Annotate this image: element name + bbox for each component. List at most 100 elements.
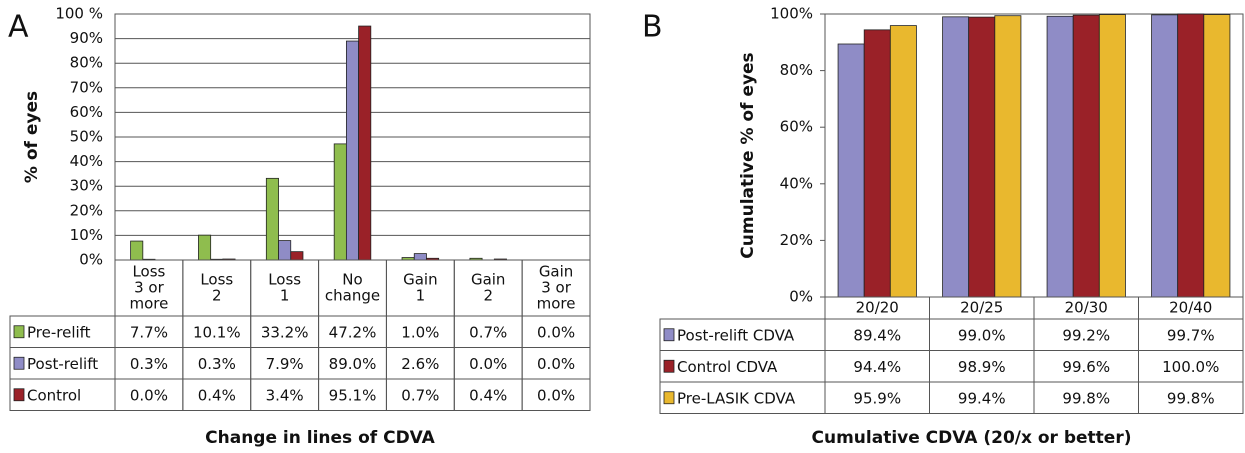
y-tick-label: 70% (70, 78, 103, 96)
legend-swatch (13, 388, 25, 402)
bar (1203, 14, 1231, 298)
bar (968, 16, 996, 298)
y-tick-label: 20% (780, 231, 813, 249)
value-label: 0.0% (130, 386, 168, 404)
bar (413, 253, 427, 261)
value-label: 0.0% (537, 323, 575, 341)
category-label: Gain (471, 271, 506, 289)
y-axis-title: Cumulative % of eyes (738, 52, 758, 258)
legend-label: Control CDVA (677, 358, 778, 376)
y-tick-label: 100 % (55, 5, 103, 23)
category-label: more (129, 295, 168, 313)
y-tick-label: 80% (70, 54, 103, 72)
value-label: 2.6% (401, 355, 439, 373)
bar (994, 15, 1022, 298)
category-label: No (342, 271, 362, 289)
category-label: 20/40 (1169, 299, 1212, 317)
bar (333, 143, 347, 261)
category-label: 20/20 (856, 299, 899, 317)
category-label: 20/30 (1065, 299, 1108, 317)
bar (1177, 13, 1205, 298)
legend-swatch (13, 356, 25, 370)
category-label: 1 (416, 287, 426, 305)
bar (198, 234, 212, 261)
bar (130, 240, 144, 261)
value-label: 89.4% (853, 326, 901, 344)
value-label: 33.2% (261, 323, 309, 341)
value-label: 99.2% (1062, 326, 1110, 344)
value-label: 0.3% (130, 355, 168, 373)
bar (345, 40, 360, 261)
bar (863, 29, 891, 298)
value-label: 47.2% (329, 323, 377, 341)
value-label: 0.0% (469, 355, 507, 373)
y-axis-title: % of eyes (22, 91, 42, 183)
value-label: 95.1% (329, 386, 377, 404)
category-label: Gain (403, 271, 438, 289)
value-label: 100.0% (1162, 358, 1219, 376)
value-label: 99.7% (1167, 326, 1215, 344)
category-label: 1 (280, 287, 290, 305)
legend-swatch (663, 328, 675, 342)
value-label: 0.4% (469, 386, 507, 404)
value-label: 0.7% (401, 386, 439, 404)
y-tick-label: 10% (70, 226, 103, 244)
bar (278, 240, 292, 261)
legend-label: Pre-LASIK CDVA (677, 389, 796, 407)
value-label: 99.8% (1167, 389, 1215, 407)
value-label: 0.3% (198, 355, 236, 373)
y-tick-label: 0% (79, 251, 103, 269)
category-label: Loss (132, 263, 165, 281)
category-label: 3 or (134, 279, 164, 297)
panel-label: B (642, 10, 663, 45)
category-label: 3 or (541, 279, 571, 297)
legend-swatch (663, 391, 675, 405)
legend-swatch (13, 325, 25, 339)
value-label: 0.7% (469, 323, 507, 341)
value-label: 7.9% (266, 355, 304, 373)
category-label: Gain (539, 263, 574, 281)
value-label: 0.0% (537, 386, 575, 404)
panel-label: A (8, 10, 29, 45)
bar (1151, 14, 1179, 298)
bar (889, 25, 917, 298)
category-label: Loss (268, 271, 301, 289)
value-label: 10.1% (193, 323, 241, 341)
legend-swatch (663, 359, 675, 373)
bar (1072, 14, 1100, 298)
legend-label: Pre-relift (27, 323, 91, 341)
value-label: 99.8% (1062, 389, 1110, 407)
bar (1098, 14, 1126, 298)
value-label: 3.4% (266, 386, 304, 404)
y-tick-label: 50% (70, 128, 103, 146)
value-label: 7.7% (130, 323, 168, 341)
bar (290, 251, 304, 261)
legend-label: Post-relift (27, 355, 98, 373)
y-tick-label: 40% (70, 152, 103, 170)
category-label: 2 (212, 287, 222, 305)
legend-label: Post-relift CDVA (677, 326, 795, 344)
x-axis-title: Change in lines of CDVA (205, 428, 436, 448)
value-label: 94.4% (853, 358, 901, 376)
bar (1046, 15, 1074, 298)
y-tick-label: 60% (70, 103, 103, 121)
y-tick-label: 80% (780, 61, 813, 79)
y-tick-label: 0% (789, 288, 813, 306)
y-tick-label: 40% (780, 174, 813, 192)
value-label: 89.0% (329, 355, 377, 373)
table-cell (1138, 381, 1244, 414)
category-label: Loss (200, 271, 233, 289)
y-tick-label: 60% (780, 118, 813, 136)
value-label: 98.9% (958, 358, 1006, 376)
value-label: 0.0% (537, 355, 575, 373)
y-tick-label: 100% (770, 5, 813, 23)
category-label: more (537, 295, 576, 313)
bar (837, 43, 865, 298)
x-axis-title: Cumulative CDVA (20/x or better) (812, 428, 1132, 448)
value-label: 95.9% (853, 389, 901, 407)
y-tick-label: 90% (70, 29, 103, 47)
bar (265, 177, 279, 261)
table-cell (521, 378, 591, 411)
